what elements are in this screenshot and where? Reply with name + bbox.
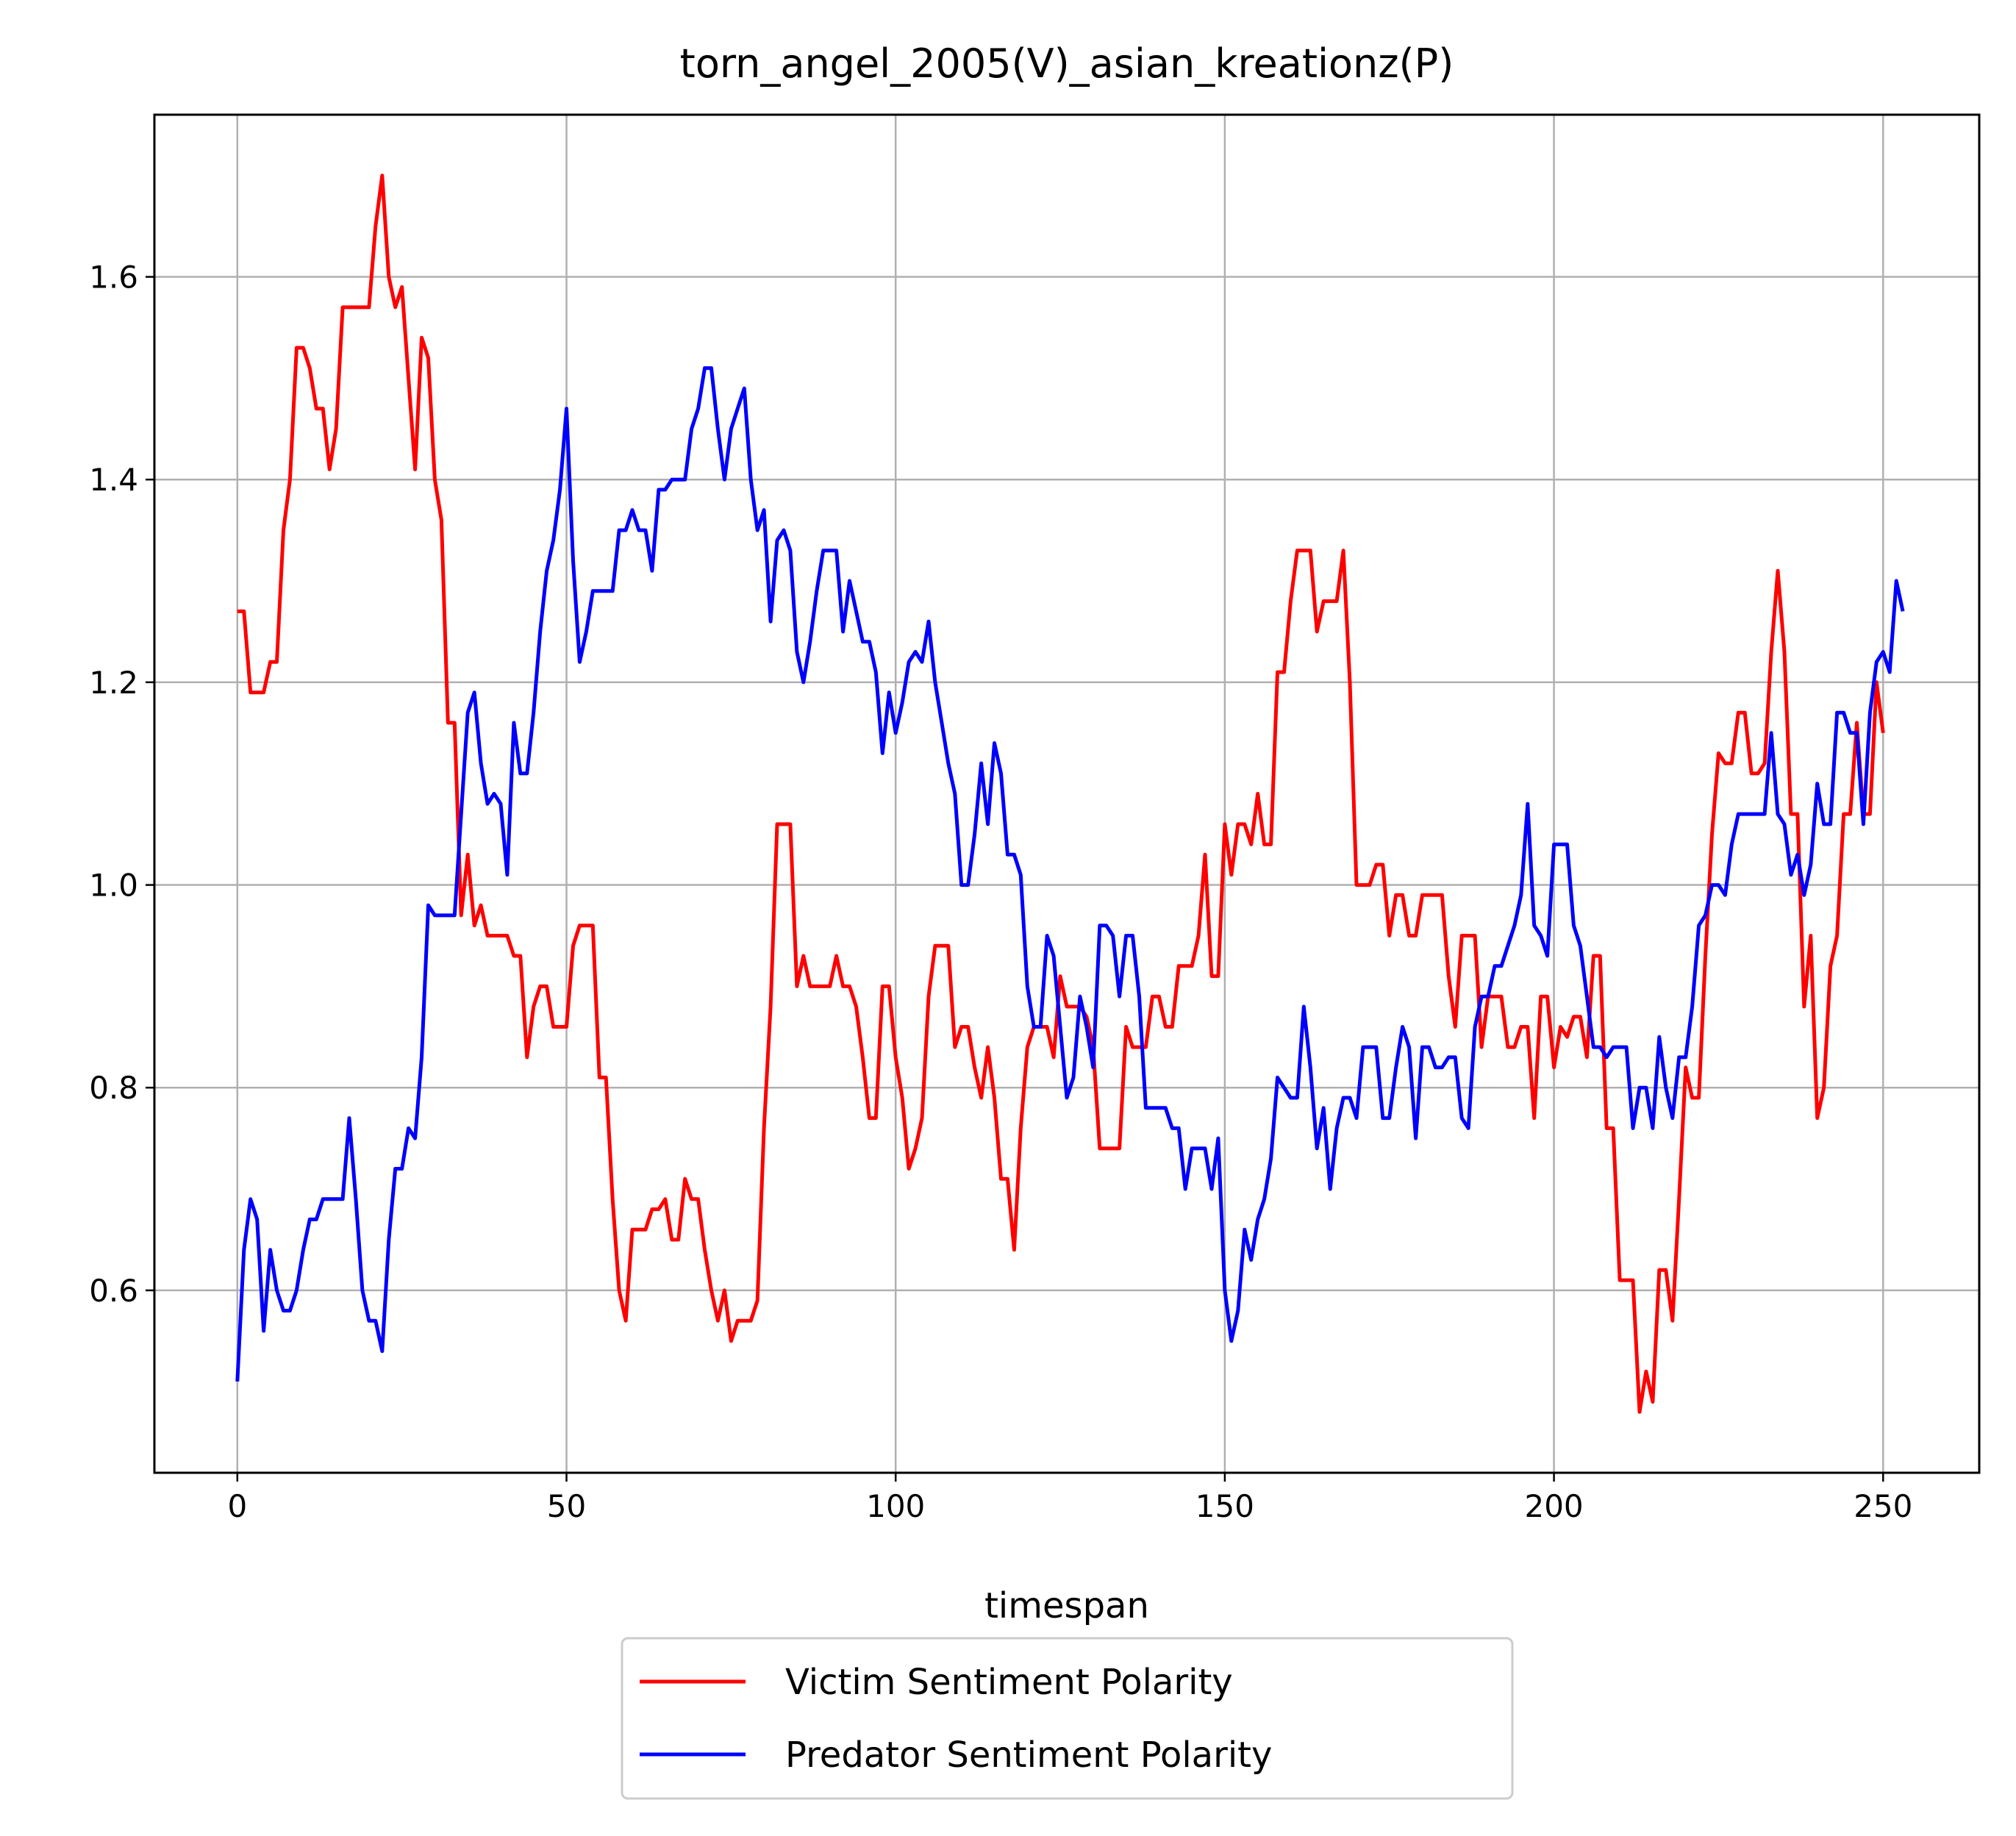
- y-tick-label: 1.0: [89, 868, 138, 904]
- x-tick-label: 0: [227, 1488, 247, 1524]
- legend: Victim Sentiment Polarity Predator Senti…: [621, 1637, 1514, 1800]
- legend-label-predator: Predator Sentiment Polarity: [785, 1735, 1272, 1776]
- grid-lines: [154, 115, 1979, 1473]
- y-tick-label: 1.4: [89, 462, 138, 498]
- legend-label-victim: Victim Sentiment Polarity: [785, 1662, 1233, 1703]
- y-tick-label: 1.2: [89, 665, 138, 701]
- x-tick-label: 150: [1195, 1488, 1254, 1524]
- legend-box: [621, 1637, 1514, 1800]
- plot-frame: [153, 113, 1981, 1474]
- y-tick-label: 0.8: [89, 1070, 138, 1106]
- x-tick-label: 250: [1854, 1488, 1912, 1524]
- axis-ticks: 0 50 100 150 200 250 0.6 0.8 1.0 1.2 1.4 1.6: [89, 260, 1912, 1524]
- y-tick-label: 0.6: [89, 1273, 138, 1309]
- x-tick-label: 200: [1524, 1488, 1583, 1524]
- plot-area: [235, 174, 1905, 1414]
- victim-series-line: [237, 174, 1885, 1414]
- x-tick-label: 100: [866, 1488, 925, 1524]
- y-tick-label: 1.6: [89, 260, 138, 296]
- predator-series-line: [235, 366, 1905, 1382]
- x-axis-label: timespan: [984, 1585, 1149, 1626]
- x-tick-label: 50: [547, 1488, 586, 1524]
- chart-title: torn_angel_2005(V)_asian_kreationz(P): [680, 40, 1454, 87]
